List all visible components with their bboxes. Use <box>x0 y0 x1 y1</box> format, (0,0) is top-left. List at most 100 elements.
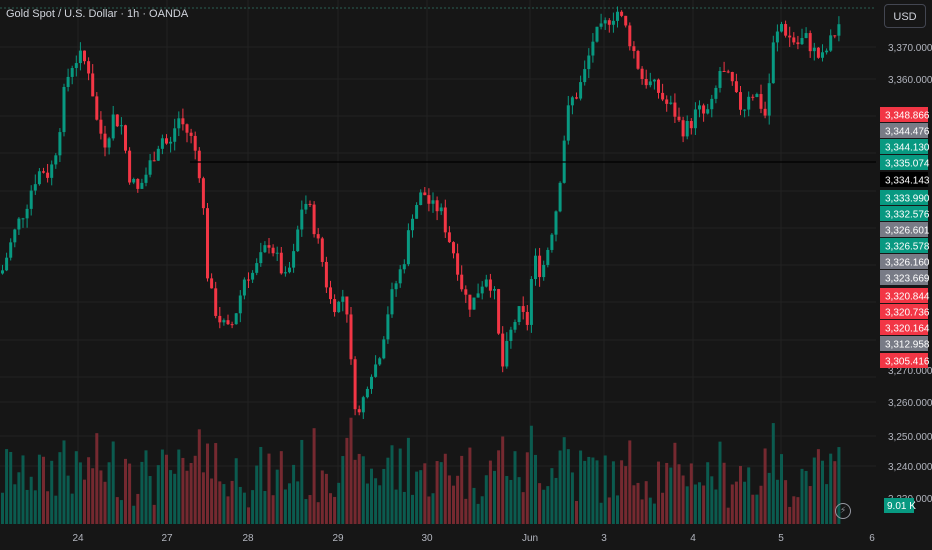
candle-body <box>251 272 255 280</box>
candle-body <box>554 211 558 235</box>
volume-bar <box>337 482 341 524</box>
candle-body <box>788 35 792 38</box>
volume-bar <box>447 475 451 524</box>
candle-body <box>136 178 140 189</box>
volume-bar <box>222 484 226 524</box>
candle-body <box>242 279 246 296</box>
price-label-bg <box>880 190 928 205</box>
candle-body <box>316 234 320 239</box>
volume-bar <box>640 499 644 524</box>
volume-bar <box>160 449 164 524</box>
candle-body <box>493 289 496 291</box>
candle-body <box>62 86 66 133</box>
volume-bar <box>283 489 287 524</box>
candle-body <box>288 267 291 273</box>
volume-bar <box>78 462 82 524</box>
volume-bar <box>743 481 747 524</box>
volume-bar <box>775 479 779 524</box>
candle-body <box>54 155 58 165</box>
candle-body <box>620 11 624 16</box>
volume-bar <box>390 445 394 524</box>
candle-body <box>33 184 37 191</box>
candle-body <box>247 279 250 281</box>
volume-bar <box>33 490 37 524</box>
volume-bar <box>58 452 62 524</box>
volume-bar <box>583 460 587 524</box>
volume-bar <box>718 441 722 524</box>
volume-bar <box>657 461 660 524</box>
candle-body <box>464 289 468 295</box>
candle-body <box>267 245 271 248</box>
candle-body <box>763 108 767 116</box>
candle-body <box>796 42 800 45</box>
lightning-icon[interactable]: ⚡ <box>835 503 851 519</box>
candle-body <box>206 208 209 279</box>
candle-body <box>681 120 685 137</box>
time-tick-label: 28 <box>242 533 254 544</box>
candle-body <box>652 79 656 82</box>
volume-bar <box>234 458 238 524</box>
volume-bar <box>169 470 173 524</box>
candle-body <box>529 279 533 325</box>
candle-body <box>792 37 796 43</box>
volume-bar <box>46 491 50 524</box>
price-tick-label: 3,240.000 <box>888 462 932 473</box>
volume-bar <box>751 494 755 524</box>
candle-body <box>58 132 62 156</box>
volume-bar <box>13 484 17 524</box>
candle-body <box>140 182 144 189</box>
candle-body <box>710 98 714 110</box>
price-label: 3,334.143 <box>885 176 930 187</box>
candle-body <box>689 120 693 129</box>
volume-bar <box>452 485 455 524</box>
time-axis-bg <box>0 524 932 550</box>
candle-body <box>706 109 710 114</box>
volume-bar <box>788 506 792 524</box>
price-label: 3,335.074 <box>885 159 930 170</box>
candle-body <box>550 234 554 250</box>
volume-bar <box>226 496 230 524</box>
volume-bar <box>214 443 218 524</box>
volume-bar <box>439 462 443 524</box>
candle-body <box>480 286 484 294</box>
volume-bar <box>353 459 357 524</box>
volume-bar <box>288 483 291 524</box>
candle-body <box>476 293 480 298</box>
candle-body <box>771 42 775 84</box>
volume-bar <box>415 471 419 524</box>
price-tick-label: 3,250.000 <box>888 432 932 443</box>
candle-body <box>751 96 755 98</box>
candle-body <box>283 272 287 274</box>
candle-body <box>595 26 599 42</box>
volume-bar <box>550 468 554 524</box>
candle-body <box>374 364 378 377</box>
currency-button[interactable]: USD <box>884 4 926 28</box>
price-label-bg <box>880 222 928 237</box>
candle-body <box>226 320 230 325</box>
candle-body <box>722 71 726 73</box>
volume-bar <box>734 481 738 524</box>
candle-body <box>218 315 222 323</box>
candle-body <box>50 164 54 178</box>
volume-bar <box>521 492 525 524</box>
volume-bar <box>378 485 382 524</box>
price-label-bg <box>880 353 928 368</box>
candle-body <box>558 182 562 212</box>
volume-bar <box>837 447 841 524</box>
candle-body <box>13 229 17 243</box>
volume-bar <box>542 489 546 524</box>
volume-bar <box>513 451 517 524</box>
volume-bar <box>759 485 763 524</box>
candle-body <box>99 119 103 134</box>
time-tick-label: 24 <box>72 533 84 544</box>
candle-body <box>624 15 628 26</box>
volume-bar <box>165 454 168 524</box>
volume-bar <box>50 460 54 524</box>
candle-body <box>5 257 9 271</box>
candle-body <box>160 138 164 149</box>
volume-bar <box>443 453 447 524</box>
candle-body <box>78 50 82 64</box>
volume-bar <box>1 492 4 524</box>
price-label-bg <box>880 336 928 351</box>
